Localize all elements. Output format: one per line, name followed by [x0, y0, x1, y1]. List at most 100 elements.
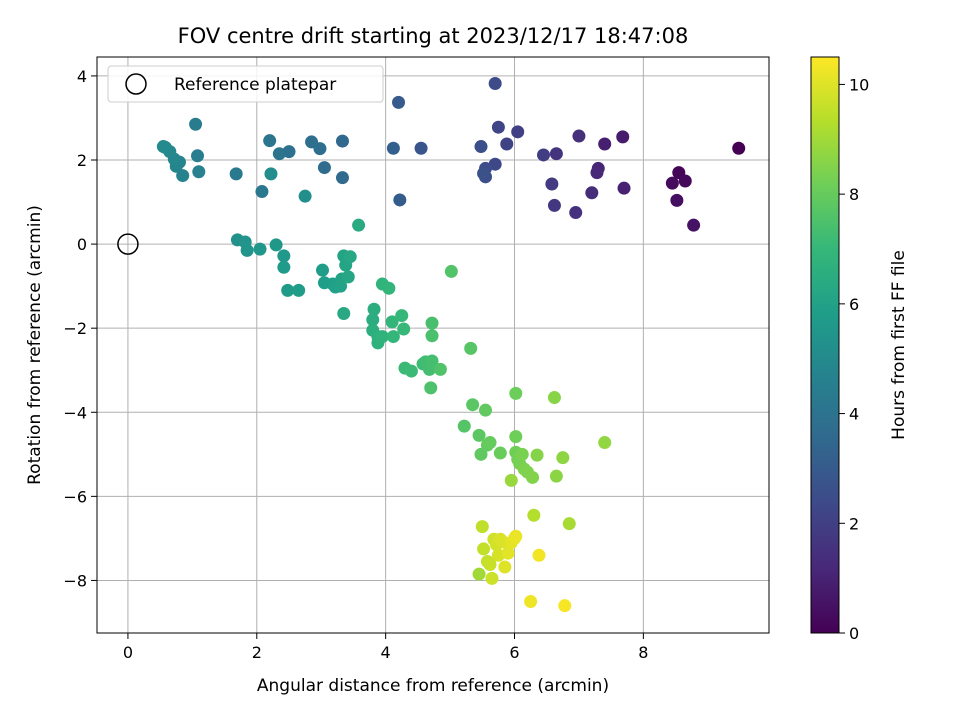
data-point	[665, 176, 679, 190]
data-point	[532, 548, 546, 562]
data-point	[547, 391, 561, 405]
data-point	[367, 302, 381, 316]
data-point	[500, 137, 514, 151]
data-point	[176, 169, 190, 183]
plot-frame	[96, 56, 770, 634]
data-point	[572, 129, 586, 143]
colorbar-tick-label: 6	[849, 295, 859, 314]
chart-title: FOV centre drift starting at 2023/12/17 …	[178, 24, 689, 48]
data-point	[474, 447, 488, 461]
x-axis-label: Angular distance from reference (arcmin)	[257, 676, 609, 696]
data-point	[475, 520, 489, 534]
colorbar-ticks: 0 2 4 6 8 10	[839, 75, 869, 643]
data-point	[504, 473, 518, 487]
data-point	[511, 125, 525, 139]
data-point	[191, 149, 205, 163]
data-point	[192, 165, 206, 179]
colorbar-tick-label: 4	[849, 405, 859, 424]
data-point	[425, 316, 439, 330]
colorbar-tick-label: 0	[849, 624, 859, 643]
data-point	[483, 436, 497, 450]
data-point	[269, 238, 283, 252]
legend-marker-icon	[125, 73, 147, 95]
data-point	[678, 174, 692, 188]
data-point	[479, 403, 493, 417]
data-point	[526, 470, 540, 484]
data-point	[189, 117, 203, 131]
data-point	[527, 508, 541, 522]
data-point	[425, 329, 439, 343]
data-point	[337, 306, 351, 320]
reference-marker-layer	[117, 233, 139, 255]
data-point	[485, 571, 499, 585]
x-tick-label: 6	[509, 643, 519, 662]
data-point	[477, 542, 491, 556]
data-point	[292, 283, 306, 297]
x-axis-ticks: 0 2 4 6 8	[123, 633, 648, 662]
data-point	[616, 130, 630, 144]
data-point	[547, 198, 561, 212]
data-point	[305, 135, 319, 149]
data-point	[425, 354, 439, 368]
data-point	[277, 260, 291, 274]
y-axis-ticks: −8 −6 −4 −2 0 2 4	[63, 67, 97, 590]
data-point	[253, 242, 267, 256]
data-point	[397, 322, 411, 336]
data-point	[263, 134, 277, 148]
data-point	[472, 428, 486, 442]
data-point	[545, 177, 559, 191]
data-point	[687, 218, 701, 232]
colorbar-tick-label: 8	[849, 185, 859, 204]
data-point	[501, 546, 515, 560]
data-point	[732, 141, 746, 155]
y-axis-label: Rotation from reference (arcmin)	[25, 205, 45, 485]
data-point	[524, 594, 538, 608]
data-point	[404, 364, 418, 378]
data-point	[240, 243, 254, 257]
data-point	[386, 330, 400, 344]
data-point	[556, 451, 570, 465]
data-point	[424, 381, 438, 395]
data-point	[590, 166, 604, 180]
y-tick-label: −4	[63, 403, 87, 422]
y-tick-label: −6	[63, 487, 87, 506]
colorbar-label: Hours from first FF file	[889, 250, 909, 440]
data-point	[670, 193, 684, 207]
data-point	[444, 264, 458, 278]
data-point	[457, 419, 471, 433]
data-point	[281, 283, 295, 297]
data-point	[498, 560, 512, 574]
reference-marker	[117, 233, 139, 255]
data-point	[366, 313, 380, 327]
data-point	[515, 447, 529, 461]
data-point	[382, 281, 396, 295]
data-point	[386, 141, 400, 155]
data-point	[316, 263, 330, 277]
data-point	[272, 147, 286, 161]
data-point	[414, 141, 428, 155]
x-tick-label: 8	[638, 643, 648, 662]
data-point	[509, 529, 523, 543]
data-point	[385, 315, 399, 329]
data-point	[493, 446, 507, 460]
data-point	[433, 362, 447, 376]
data-point	[549, 469, 563, 483]
data-point	[483, 557, 497, 571]
data-point	[491, 548, 505, 562]
data-point	[488, 76, 502, 90]
x-tick-label: 4	[381, 643, 391, 662]
data-points	[156, 76, 746, 613]
data-point	[536, 148, 550, 162]
colorbar-gradient	[810, 56, 840, 634]
data-point	[298, 189, 312, 203]
colorbar: 0 2 4 6 8 10 Hours from first FF file	[810, 56, 909, 643]
y-tick-label: −2	[63, 319, 87, 338]
y-tick-label: 0	[77, 235, 87, 254]
y-tick-label: 4	[77, 67, 87, 86]
data-point	[474, 140, 488, 154]
data-point	[598, 436, 612, 450]
grid	[97, 57, 769, 633]
data-point	[255, 185, 269, 199]
data-point	[264, 167, 278, 181]
legend-box	[107, 65, 384, 103]
